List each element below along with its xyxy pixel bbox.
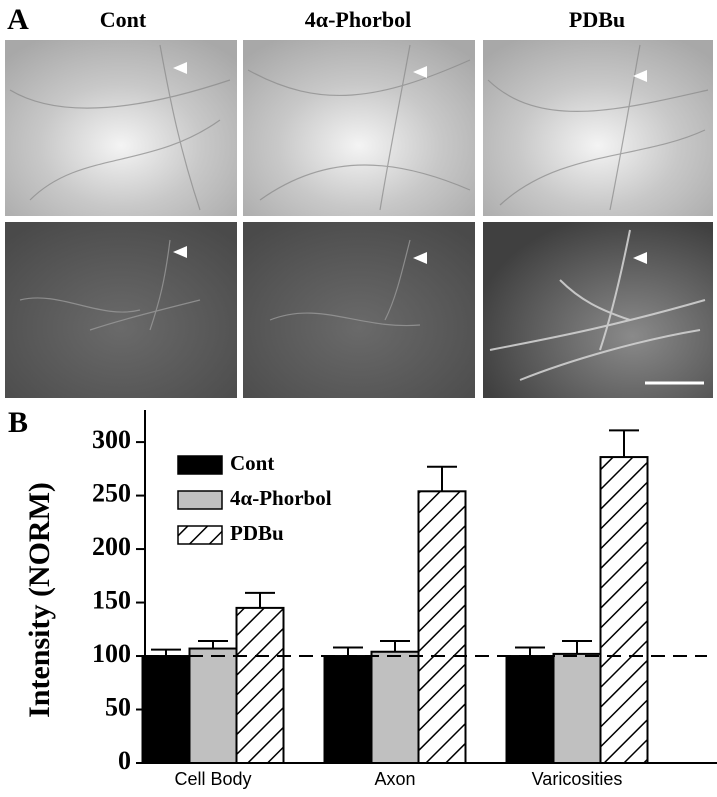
legend-label: Cont xyxy=(230,451,274,475)
brightfield-image xyxy=(483,40,713,216)
column-title: 4α-Phorbol xyxy=(305,7,411,32)
bar xyxy=(235,606,285,764)
bar xyxy=(370,650,420,765)
error-bar xyxy=(245,591,275,608)
y-tick-label: 150 xyxy=(92,586,131,615)
panel-label: A xyxy=(7,3,29,36)
legend-label: 4α-Phorbol xyxy=(230,486,332,510)
y-tick-label: 200 xyxy=(92,532,131,561)
plot: 0 50 100 150 200 250 300 Cell Body Axon Varicosit… xyxy=(92,410,717,789)
x-tick-label: Varicosities xyxy=(532,769,623,789)
fluorescence-image xyxy=(243,222,475,398)
fluorescence-image xyxy=(5,222,237,398)
brightfield-image xyxy=(5,40,237,216)
y-tick-label: 0 xyxy=(118,746,131,775)
bar xyxy=(417,490,467,764)
micrographs xyxy=(5,40,713,398)
bar xyxy=(323,655,373,764)
error-bar xyxy=(198,640,228,649)
legend-swatch xyxy=(177,525,223,545)
legend-swatch xyxy=(177,455,223,475)
bar xyxy=(141,655,191,764)
column-title: Cont xyxy=(100,7,147,32)
legend-swatch xyxy=(177,490,223,510)
x-tick-label: Axon xyxy=(374,769,415,789)
error-bar xyxy=(333,646,363,657)
error-bar xyxy=(515,646,545,657)
y-tick-label: 50 xyxy=(105,692,131,721)
x-tick-label: Cell Body xyxy=(174,769,251,789)
y-tick-label: 250 xyxy=(92,479,131,508)
error-bar xyxy=(562,640,592,654)
error-bar xyxy=(427,465,457,492)
error-bar xyxy=(380,640,410,652)
legend-label: PDBu xyxy=(230,521,284,545)
panel-label: B xyxy=(8,406,28,439)
brightfield-image xyxy=(243,40,475,216)
bar xyxy=(599,456,649,764)
bar xyxy=(552,652,602,765)
fluorescence-image xyxy=(483,222,713,398)
error-bar xyxy=(609,429,639,458)
column-title: PDBu xyxy=(569,7,625,32)
bar xyxy=(188,647,238,764)
y-tick-label: 100 xyxy=(92,639,131,668)
error-bar xyxy=(151,648,181,657)
bar xyxy=(505,655,555,764)
y-tick-label: 300 xyxy=(92,425,131,454)
y-axis-title: Intensity (NORM) xyxy=(23,482,56,718)
